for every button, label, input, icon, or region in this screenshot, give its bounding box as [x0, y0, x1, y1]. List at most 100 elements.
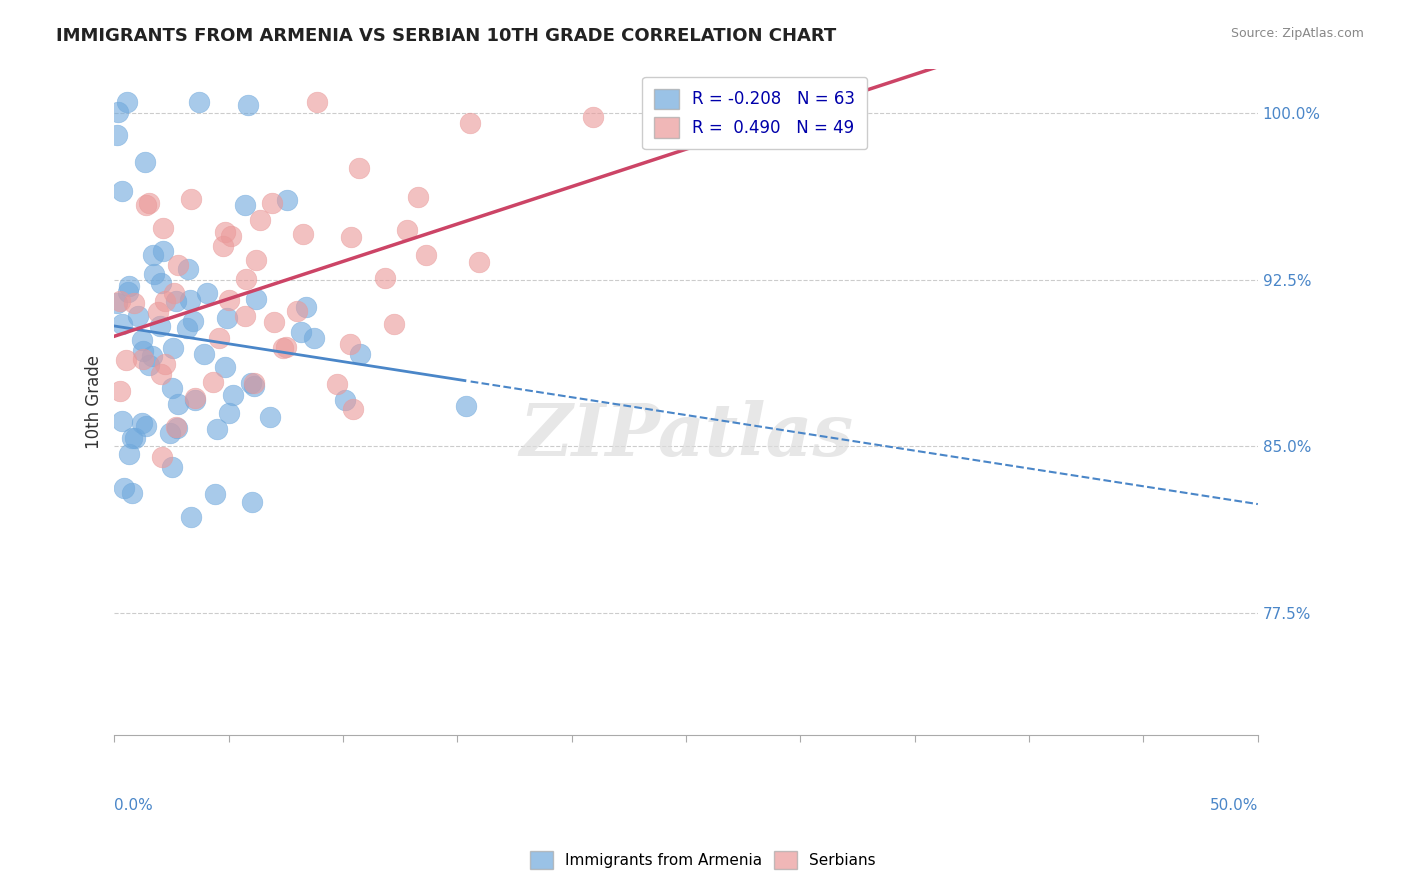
- Point: [240, 495, 263, 509]
- Point: [276, 193, 298, 207]
- Legend: R = -0.208   N = 63, R =  0.490   N = 49: R = -0.208 N = 63, R = 0.490 N = 49: [643, 77, 868, 149]
- Point: [163, 285, 186, 300]
- Text: IMMIGRANTS FROM ARMENIA VS SERBIAN 10TH GRADE CORRELATION CHART: IMMIGRANTS FROM ARMENIA VS SERBIAN 10TH …: [56, 27, 837, 45]
- Point: [214, 225, 236, 239]
- Y-axis label: 10th Grade: 10th Grade: [86, 355, 103, 449]
- Text: 0.0%: 0.0%: [114, 797, 153, 813]
- Point: [245, 252, 267, 267]
- Point: [262, 196, 284, 211]
- Point: [454, 399, 477, 413]
- Point: [162, 341, 184, 355]
- Point: [142, 248, 165, 262]
- Point: [339, 230, 361, 244]
- Point: [166, 421, 188, 435]
- Point: [165, 420, 187, 434]
- Point: [111, 317, 134, 331]
- Point: [150, 276, 173, 290]
- Point: [180, 192, 202, 206]
- Text: ZIPatlas: ZIPatlas: [519, 400, 853, 471]
- Point: [195, 286, 218, 301]
- Point: [295, 300, 318, 314]
- Point: [218, 406, 240, 420]
- Point: [105, 295, 128, 310]
- Point: [374, 270, 396, 285]
- Point: [347, 161, 370, 175]
- Point: [243, 379, 266, 393]
- Point: [180, 510, 202, 524]
- Point: [187, 95, 209, 109]
- Point: [221, 228, 243, 243]
- Point: [215, 310, 238, 325]
- Point: [179, 293, 201, 308]
- Point: [276, 340, 298, 354]
- Point: [131, 351, 153, 366]
- Point: [110, 294, 132, 309]
- Point: [208, 331, 231, 345]
- Point: [124, 431, 146, 445]
- Point: [193, 347, 215, 361]
- Point: [214, 359, 236, 374]
- Point: [184, 392, 207, 407]
- Point: [342, 401, 364, 416]
- Point: [148, 305, 170, 319]
- Point: [150, 450, 173, 464]
- Point: [335, 393, 357, 408]
- Point: [263, 315, 285, 329]
- Point: [160, 381, 183, 395]
- Point: [114, 353, 136, 368]
- Point: [290, 326, 312, 340]
- Point: [339, 337, 361, 351]
- Point: [135, 197, 157, 211]
- Point: [181, 314, 204, 328]
- Point: [177, 261, 200, 276]
- Point: [240, 376, 263, 391]
- Point: [111, 414, 134, 428]
- Point: [115, 95, 138, 109]
- Point: [221, 388, 243, 402]
- Point: [111, 184, 134, 198]
- Point: [167, 258, 190, 272]
- Point: [349, 346, 371, 360]
- Point: [124, 295, 146, 310]
- Point: [143, 268, 166, 282]
- Point: [149, 318, 172, 333]
- Point: [131, 417, 153, 431]
- Point: [152, 220, 174, 235]
- Point: [326, 376, 349, 391]
- Point: [121, 485, 143, 500]
- Point: [218, 293, 240, 308]
- Point: [118, 447, 141, 461]
- Text: Source: ZipAtlas.com: Source: ZipAtlas.com: [1230, 27, 1364, 40]
- Point: [150, 367, 173, 381]
- Point: [138, 358, 160, 372]
- Point: [238, 98, 260, 112]
- Point: [582, 110, 605, 124]
- Point: [112, 481, 135, 495]
- Point: [382, 318, 405, 332]
- Point: [285, 304, 308, 318]
- Point: [160, 460, 183, 475]
- Point: [249, 213, 271, 227]
- Point: [291, 227, 314, 241]
- Point: [135, 419, 157, 434]
- Point: [235, 272, 257, 286]
- Point: [304, 331, 326, 345]
- Point: [167, 397, 190, 411]
- Point: [141, 349, 163, 363]
- Point: [107, 105, 129, 120]
- Point: [127, 310, 149, 324]
- Point: [165, 293, 187, 308]
- Point: [105, 128, 128, 143]
- Point: [307, 95, 329, 109]
- Point: [233, 310, 256, 324]
- Point: [134, 155, 156, 169]
- Point: [468, 254, 491, 268]
- Point: [202, 375, 225, 389]
- Point: [131, 333, 153, 347]
- Point: [153, 358, 176, 372]
- Point: [118, 279, 141, 293]
- Point: [245, 293, 267, 307]
- Point: [458, 116, 481, 130]
- Text: 50.0%: 50.0%: [1209, 797, 1258, 813]
- Point: [415, 248, 437, 262]
